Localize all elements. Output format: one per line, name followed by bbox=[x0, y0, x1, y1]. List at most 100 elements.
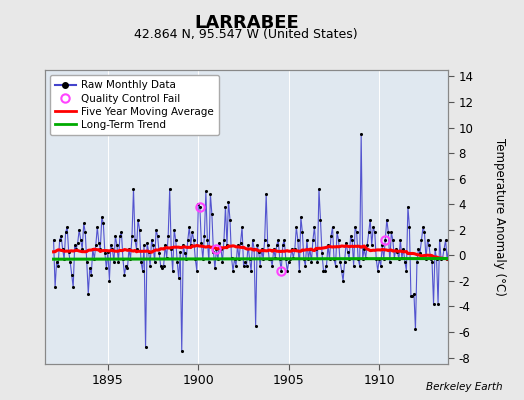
Point bbox=[146, 262, 154, 269]
Point bbox=[226, 216, 234, 223]
Point bbox=[312, 246, 320, 252]
Point bbox=[301, 262, 310, 269]
Point bbox=[319, 268, 328, 274]
Point bbox=[75, 226, 83, 233]
Point bbox=[329, 224, 337, 230]
Point bbox=[425, 242, 433, 248]
Point bbox=[305, 246, 314, 252]
Point bbox=[117, 229, 126, 236]
Point bbox=[157, 262, 165, 269]
Point bbox=[90, 256, 99, 262]
Point bbox=[159, 262, 168, 269]
Point bbox=[170, 226, 178, 233]
Point bbox=[185, 224, 193, 230]
Point bbox=[99, 220, 107, 226]
Point bbox=[212, 246, 221, 252]
Point bbox=[200, 233, 209, 239]
Point bbox=[343, 248, 352, 255]
Point bbox=[403, 204, 412, 210]
Point bbox=[309, 237, 317, 243]
Point bbox=[292, 224, 301, 230]
Point bbox=[297, 214, 305, 220]
Point bbox=[56, 237, 64, 243]
Point bbox=[84, 290, 92, 297]
Y-axis label: Temperature Anomaly (°C): Temperature Anomaly (°C) bbox=[493, 138, 506, 296]
Point bbox=[239, 262, 248, 269]
Point bbox=[429, 301, 438, 307]
Point bbox=[114, 258, 123, 265]
Point bbox=[259, 256, 267, 262]
Point bbox=[199, 256, 207, 262]
Point bbox=[52, 258, 61, 265]
Point bbox=[224, 198, 233, 205]
Point bbox=[395, 256, 403, 262]
Point bbox=[51, 284, 59, 290]
Point bbox=[181, 250, 189, 256]
Point bbox=[147, 237, 156, 243]
Point bbox=[245, 256, 254, 262]
Point bbox=[375, 256, 384, 262]
Point bbox=[322, 262, 331, 269]
Point bbox=[255, 248, 263, 255]
Point bbox=[131, 237, 139, 243]
Point bbox=[145, 248, 153, 255]
Point bbox=[101, 250, 109, 256]
Point bbox=[195, 204, 204, 210]
Point bbox=[383, 216, 391, 223]
Point bbox=[389, 237, 397, 243]
Point bbox=[141, 344, 150, 350]
Point bbox=[68, 271, 76, 278]
Point bbox=[327, 233, 335, 239]
Point bbox=[217, 246, 225, 252]
Point bbox=[166, 186, 174, 192]
Point bbox=[221, 204, 230, 210]
Point bbox=[370, 229, 379, 236]
Point bbox=[111, 233, 119, 239]
Point bbox=[85, 265, 94, 271]
Point bbox=[378, 242, 387, 248]
Point bbox=[315, 186, 323, 192]
Point bbox=[102, 265, 111, 271]
Point bbox=[81, 229, 90, 236]
Point bbox=[345, 256, 353, 262]
Point bbox=[173, 258, 181, 265]
Point bbox=[427, 256, 435, 262]
Point bbox=[390, 255, 399, 261]
Point bbox=[387, 229, 396, 236]
Point bbox=[77, 237, 85, 243]
Point bbox=[233, 242, 242, 248]
Point bbox=[289, 255, 298, 261]
Point bbox=[365, 229, 373, 236]
Point bbox=[428, 258, 436, 265]
Point bbox=[384, 229, 392, 236]
Point bbox=[342, 239, 350, 246]
Point bbox=[272, 242, 281, 248]
Point bbox=[283, 268, 291, 274]
Point bbox=[202, 188, 210, 195]
Point bbox=[126, 256, 135, 262]
Point bbox=[304, 256, 313, 262]
Point bbox=[264, 242, 272, 248]
Point bbox=[110, 258, 118, 265]
Point bbox=[143, 239, 151, 246]
Point bbox=[379, 256, 388, 262]
Point bbox=[179, 242, 188, 248]
Point bbox=[150, 258, 159, 265]
Point bbox=[407, 293, 415, 300]
Point bbox=[66, 258, 74, 265]
Point bbox=[363, 242, 372, 248]
Point bbox=[420, 229, 429, 236]
Point bbox=[105, 278, 114, 284]
Point bbox=[295, 268, 303, 274]
Point bbox=[288, 246, 296, 252]
Point bbox=[417, 237, 425, 243]
Point bbox=[107, 242, 115, 248]
Point bbox=[350, 262, 358, 269]
Point bbox=[300, 256, 308, 262]
Point bbox=[439, 255, 447, 261]
Point bbox=[209, 248, 217, 255]
Point bbox=[262, 191, 270, 197]
Point bbox=[59, 246, 67, 252]
Point bbox=[336, 258, 344, 265]
Point bbox=[313, 258, 322, 265]
